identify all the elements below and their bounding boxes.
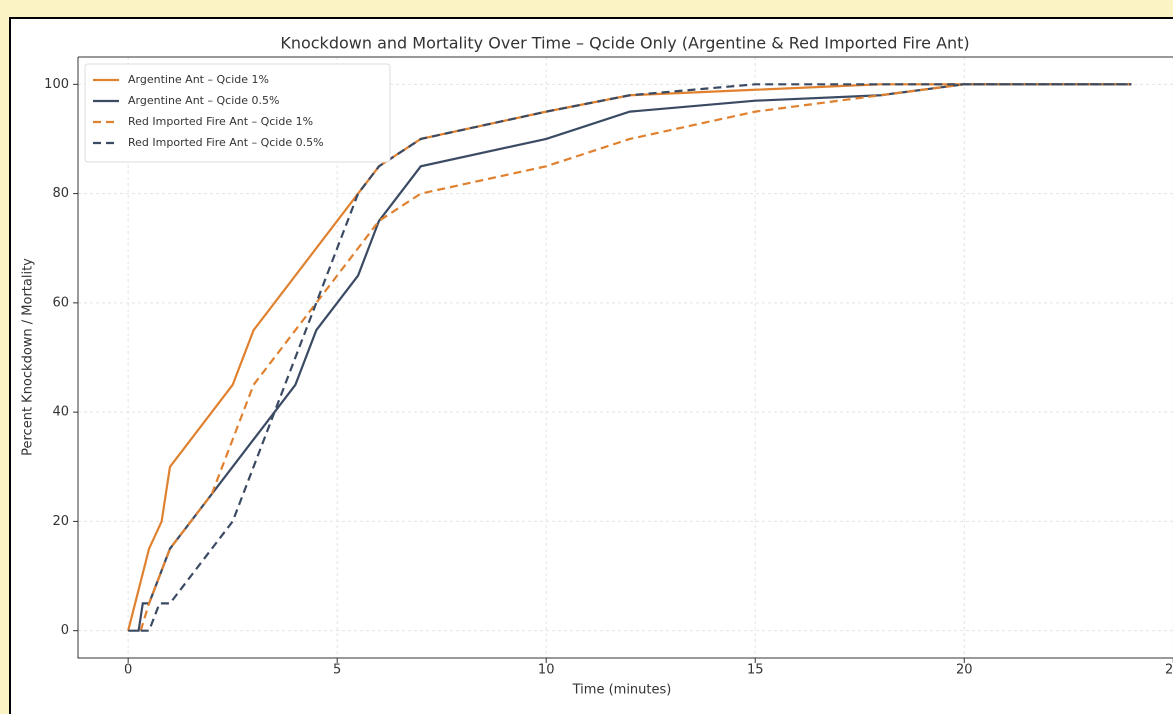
x-tick-label: 25 (1165, 663, 1173, 678)
y-tick-label: 0 (61, 623, 69, 638)
x-tick-label: 10 (538, 663, 555, 678)
x-tick-label: 5 (333, 663, 341, 678)
y-tick-label: 20 (52, 514, 69, 529)
y-tick-label: 100 (44, 77, 69, 92)
x-tick-label: 0 (124, 663, 132, 678)
x-tick-label: 20 (956, 663, 973, 678)
legend-label: Red Imported Fire Ant – Qcide 1% (128, 115, 313, 128)
chart-title: Knockdown and Mortality Over Time – Qcid… (280, 34, 969, 53)
legend: Argentine Ant – Qcide 1% Argentine Ant – … (84, 63, 391, 163)
y-tick-label: 80 (52, 186, 69, 201)
axes-frame (77, 57, 1173, 659)
series-line (139, 83, 1132, 632)
y-tick-label: 40 (52, 405, 69, 420)
legend-label: Argentine Ant – Qcide 1% (128, 73, 269, 86)
series-line (128, 83, 1132, 632)
y-tick-label: 60 (52, 295, 69, 310)
x-tick-label: 15 (747, 663, 764, 678)
y-axis-label: Percent Knockdown / Mortality (21, 258, 36, 456)
x-axis-label: Time (minutes) (572, 683, 672, 698)
legend-box (84, 63, 391, 163)
series-line (140, 83, 1132, 632)
legend-label: Red Imported Fire Ant – Qcide 0.5% (128, 136, 324, 149)
legend-label: Argentine Ant – Qcide 0.5% (128, 94, 279, 107)
